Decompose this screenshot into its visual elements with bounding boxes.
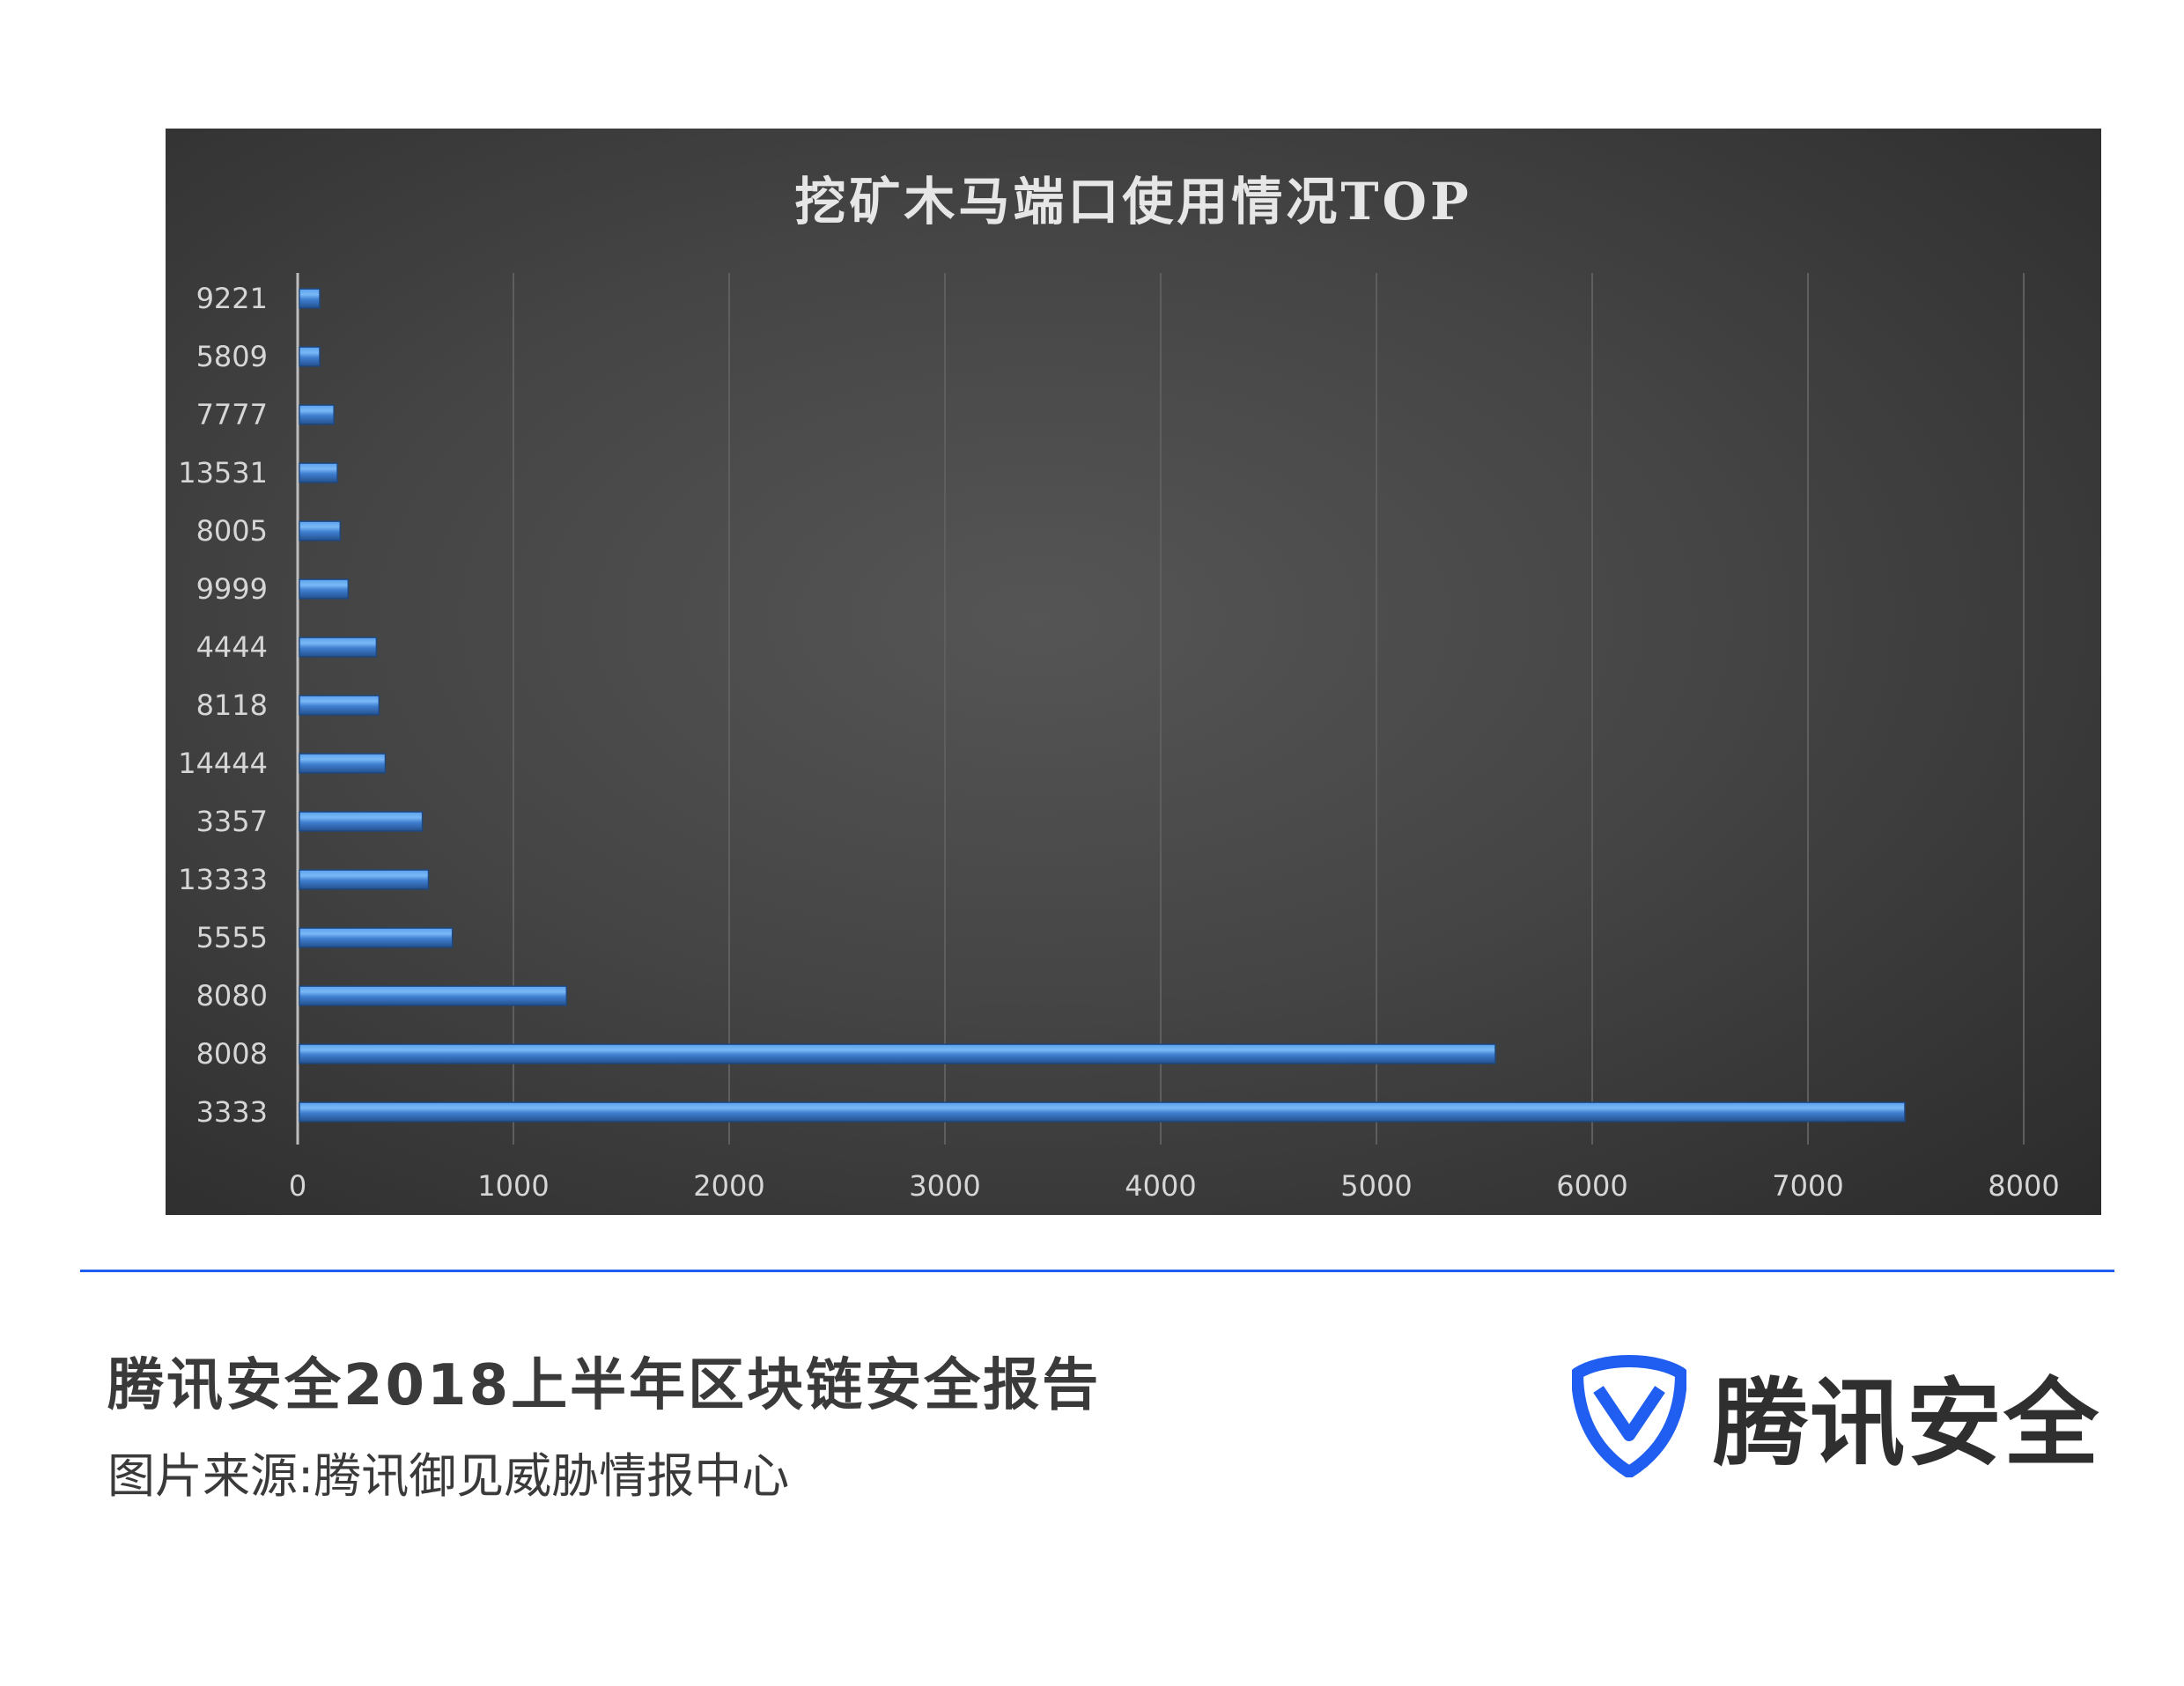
y-tick-label: 5809 (196, 340, 268, 373)
x-tick-label: 6000 (1556, 1169, 1627, 1203)
bar (299, 578, 350, 600)
y-tick-label: 5555 (196, 921, 268, 954)
x-tick-label: 2000 (693, 1169, 764, 1203)
shield-icon (1572, 1355, 1686, 1477)
x-tick-label: 7000 (1772, 1169, 1843, 1203)
x-tick-label: 1000 (477, 1169, 549, 1203)
x-tick-label: 4000 (1125, 1169, 1196, 1203)
x-tick-label: 5000 (1340, 1169, 1412, 1203)
bar (299, 1101, 1906, 1123)
bar (299, 462, 338, 483)
y-tick-label: 9999 (196, 572, 268, 606)
bar (299, 404, 335, 425)
x-tick-label: 0 (289, 1169, 306, 1203)
y-tick-label: 8080 (196, 979, 268, 1012)
bar (299, 520, 342, 541)
tencent-security-logo: 腾讯安全 (1572, 1347, 2100, 1484)
logo-text: 腾讯安全 (1713, 1369, 2101, 1479)
y-tick-label: 9221 (196, 282, 268, 315)
bar (299, 985, 568, 1006)
chart-panel: 挖矿木马端口使用情况TOP 0 1000 2000 3000 4000 5000 6000 7… (166, 129, 2101, 1215)
y-tick-label: 3333 (196, 1095, 268, 1129)
image-source: 图片来源:腾讯御见威胁情报中心 (107, 1448, 790, 1504)
bar (299, 811, 424, 832)
x-tick-label: 8000 (1988, 1169, 2059, 1203)
bar (299, 753, 387, 774)
y-tick-label: 8118 (196, 688, 268, 722)
bar (299, 695, 380, 716)
bar (299, 869, 430, 890)
bar (299, 927, 454, 948)
bar (299, 288, 321, 309)
bar-chart: 0 1000 2000 3000 4000 5000 6000 7000 8000 9221 580… (178, 273, 2060, 1203)
x-tick-label: 3000 (909, 1169, 980, 1203)
y-tick-label: 4444 (196, 630, 268, 664)
y-tick-label: 8008 (196, 1037, 268, 1071)
y-tick-label: 7777 (196, 398, 268, 431)
y-tick-label: 3357 (196, 805, 268, 838)
y-tick-label: 13531 (178, 456, 268, 490)
y-tick-label: 14444 (178, 747, 268, 780)
report-title: 腾讯安全2018上半年区块链安全报告 (107, 1353, 1102, 1418)
y-tick-label: 8005 (196, 514, 268, 548)
bar (299, 637, 378, 658)
chart-title: 挖矿木马端口使用情况TOP (794, 172, 1472, 232)
bar (299, 346, 321, 367)
bar (299, 1043, 1496, 1064)
divider-line (80, 1270, 2114, 1272)
y-tick-label: 13333 (178, 863, 268, 896)
